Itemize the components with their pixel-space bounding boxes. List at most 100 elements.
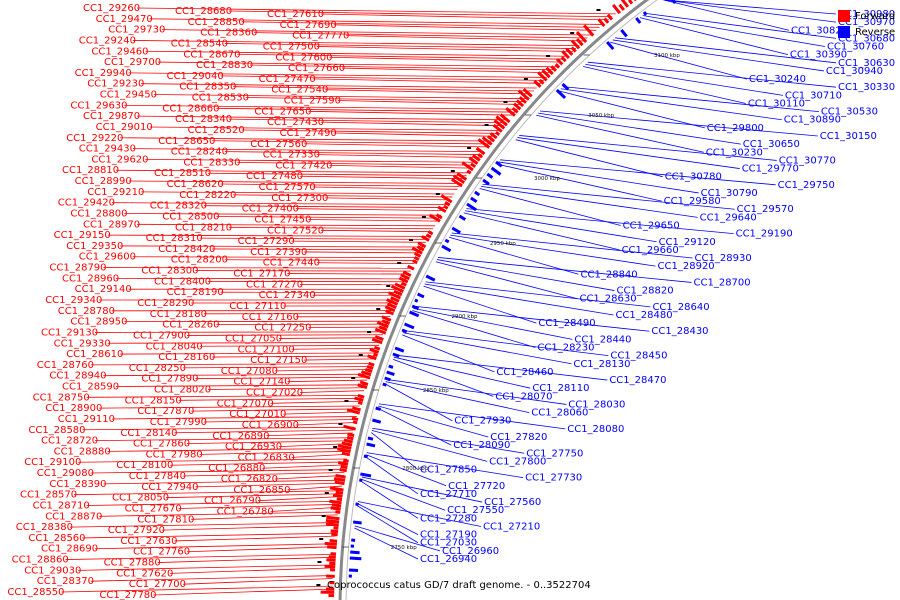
- forward-gene-label: CC1_28190: [167, 287, 224, 298]
- reverse-feature: [384, 376, 391, 382]
- reverse-feature: [411, 304, 420, 311]
- reverse-connector: [465, 210, 657, 243]
- forward-gene-label: CC1_27570: [259, 182, 316, 193]
- forward-gene-label: CC1_28940: [49, 371, 106, 382]
- reverse-feature: [495, 160, 503, 168]
- forward-feature: [324, 564, 336, 569]
- forward-feature: [554, 63, 561, 69]
- forward-gene-label: CC1_27890: [141, 374, 198, 385]
- tick-label: 3050 kbp: [588, 113, 614, 119]
- forward-connector: [153, 588, 333, 596]
- forward-connector: [195, 376, 369, 380]
- reverse-connector: [515, 139, 663, 178]
- reverse-feature: [360, 472, 372, 478]
- forward-connector: [341, 67, 552, 74]
- reverse-gene-label: CC1_29570: [737, 204, 794, 215]
- forward-feature: [329, 499, 342, 505]
- reverse-gene-label: CC1_28430: [651, 326, 708, 337]
- forward-connector: [220, 75, 544, 81]
- forward-connector: [111, 416, 357, 420]
- forward-connector: [224, 151, 482, 155]
- reverse-gene-label: CC1_29120: [659, 237, 716, 248]
- forward-gene-label: CC1_27470: [259, 74, 316, 85]
- forward-feature: [618, 3, 625, 11]
- feature-marker: [344, 400, 349, 402]
- forward-feature: [452, 174, 466, 185]
- forward-connector: [245, 97, 525, 102]
- forward-connector: [73, 490, 342, 496]
- forward-feature: [393, 289, 403, 297]
- forward-feature: [352, 420, 358, 425]
- reverse-connector: [500, 159, 776, 186]
- forward-connector: [195, 482, 343, 488]
- reverse-feature: [635, 17, 642, 24]
- reverse-feature: [620, 29, 628, 38]
- reverse-connector: [393, 356, 531, 389]
- forward-connector: [266, 432, 353, 437]
- forward-feature: [466, 169, 472, 175]
- reverse-connector: [354, 525, 441, 552]
- forward-feature: [346, 408, 361, 415]
- forward-connector: [94, 543, 335, 550]
- forward-connector: [237, 53, 565, 60]
- reverse-gene-label: CC1_28930: [695, 253, 752, 264]
- strand-legend: Forward Reverse: [838, 8, 895, 40]
- forward-connector: [320, 13, 609, 21]
- feature-marker: [484, 124, 489, 126]
- reverse-gene-label: CC1_30530: [821, 107, 878, 118]
- forward-connector: [274, 475, 344, 480]
- forward-feature: [398, 276, 409, 284]
- forward-connector: [207, 387, 365, 390]
- forward-gene-label: CC1_27870: [137, 406, 194, 417]
- forward-connector: [120, 137, 492, 142]
- reverse-feature: [350, 550, 360, 555]
- reverse-connector: [366, 452, 524, 479]
- forward-gene-label: CC1_27390: [250, 247, 307, 258]
- legend-forward-label: Forward: [855, 10, 896, 22]
- forward-feature: [606, 13, 614, 21]
- reverse-gene-label: CC1_30230: [706, 147, 763, 158]
- forward-connector: [224, 259, 417, 261]
- reverse-connector: [498, 161, 699, 194]
- forward-feature: [565, 47, 574, 56]
- forward-feature: [443, 204, 449, 210]
- forward-feature: [505, 107, 516, 117]
- forward-connector: [65, 553, 335, 560]
- forward-gene-label: CC1_28870: [45, 511, 102, 522]
- forward-gene-label: CC1_28180: [150, 309, 207, 320]
- forward-gene-label: CC1_28680: [175, 6, 232, 17]
- forward-feature: [515, 99, 525, 108]
- forward-connector: [346, 35, 585, 42]
- forward-gene-label: CC1_28580: [28, 425, 85, 436]
- reverse-connector: [560, 88, 782, 121]
- reverse-connector: [519, 135, 777, 161]
- forward-gene-label: CC1_27770: [292, 31, 349, 42]
- legend-reverse-label: Reverse: [855, 26, 896, 38]
- forward-feature: [373, 352, 378, 358]
- forward-connector: [212, 355, 376, 358]
- forward-connector: [107, 447, 350, 452]
- reverse-gene-label: CC1_26940: [420, 554, 477, 565]
- reverse-connector: [536, 114, 704, 153]
- forward-connector: [295, 208, 445, 211]
- reverse-feature: [366, 442, 376, 448]
- reverse-gene-label: CC1_28820: [616, 286, 673, 297]
- backbone-arc: [338, 0, 650, 600]
- forward-gene-label: CC1_27400: [242, 204, 299, 215]
- forward-feature: [343, 424, 356, 431]
- feature-marker: [324, 492, 329, 494]
- forward-connector: [153, 94, 528, 100]
- forward-feature: [468, 156, 479, 165]
- reverse-feature: [359, 478, 363, 483]
- forward-connector: [203, 205, 446, 208]
- forward-gene-label: CC1_27480: [246, 171, 303, 182]
- forward-gene-label: CC1_29430: [79, 144, 136, 155]
- forward-feature: [351, 406, 361, 412]
- reverse-connector: [357, 503, 419, 535]
- reverse-connector: [482, 183, 735, 210]
- feature-marker: [321, 515, 326, 517]
- forward-feature: [367, 354, 377, 361]
- forward-connector: [316, 46, 573, 52]
- forward-gene-label: CC1_27340: [259, 290, 316, 301]
- reverse-connector: [517, 137, 740, 169]
